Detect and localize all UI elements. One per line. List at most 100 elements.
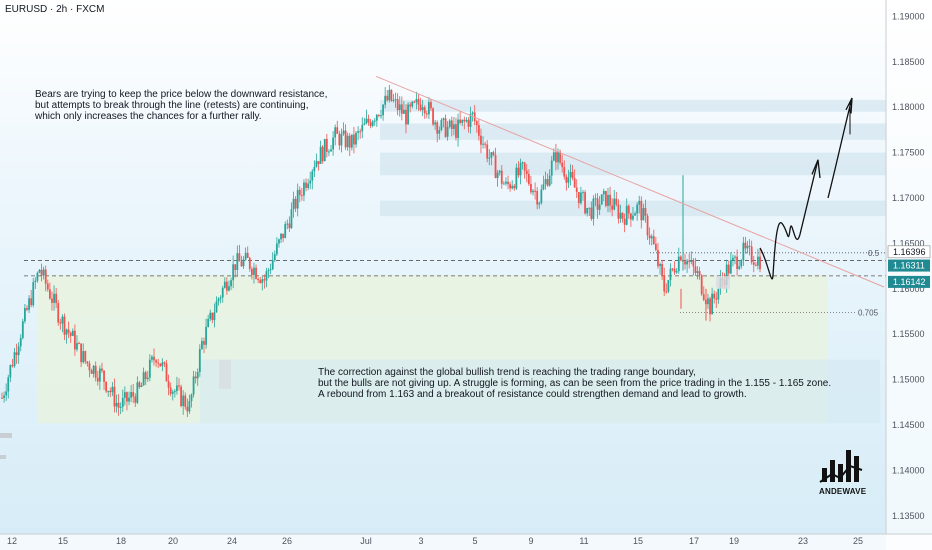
candle-body [296, 189, 299, 209]
candle-body [94, 365, 97, 378]
candle-body [217, 298, 220, 302]
candle-body [398, 104, 401, 111]
candle-body [88, 363, 91, 371]
candle-body [315, 161, 318, 167]
candle-body [434, 122, 437, 125]
time-tick-label: 20 [168, 536, 178, 546]
candle-body [300, 195, 303, 197]
annotation-bottom-line: A rebound from 1.163 and a breakout of r… [318, 389, 747, 400]
candle-body [736, 256, 738, 269]
candle-body [321, 146, 324, 162]
candle-body [188, 401, 191, 412]
candle-body [752, 262, 755, 265]
candle-body [42, 269, 45, 276]
candle-body [338, 133, 341, 146]
candle-body [332, 137, 335, 150]
candle-body [130, 392, 133, 398]
candle-body [90, 370, 93, 374]
candle-body [19, 337, 22, 347]
candle-body [57, 303, 60, 323]
candle-body [654, 243, 657, 251]
time-tick-label: 17 [689, 536, 699, 546]
candle-body [607, 194, 609, 206]
candle-body [178, 385, 180, 387]
candle-body [450, 120, 453, 129]
annotation-top-line: Bears are trying to keep the price below… [35, 89, 328, 100]
candle-body [740, 260, 743, 267]
candle-body [303, 182, 305, 196]
candle-body [367, 118, 370, 123]
candle-body [96, 377, 99, 382]
candle-body [575, 187, 578, 192]
candle-body [496, 172, 499, 179]
candle-body [307, 183, 310, 188]
candle-body [242, 259, 245, 267]
candle-body [409, 104, 412, 107]
candle-body [113, 386, 116, 407]
candle-body [92, 365, 95, 374]
candle-body [713, 293, 716, 299]
candle-body [182, 395, 185, 407]
candle-body [413, 101, 416, 103]
candle-body [34, 280, 37, 283]
candle-body [59, 322, 62, 324]
candle-body [128, 397, 130, 402]
candle-body [173, 391, 176, 393]
candle-body [411, 101, 414, 107]
candle-body [617, 204, 620, 219]
candle-body [700, 275, 703, 295]
price-tick-label: 1.13500 [892, 511, 925, 521]
candle-body [336, 127, 339, 134]
forecast-arrowhead [811, 159, 821, 179]
candle-body [103, 370, 105, 382]
candle-body [248, 257, 251, 269]
candle-body [213, 312, 216, 321]
forecast-arrowhead [845, 97, 853, 114]
candle-body [400, 104, 403, 114]
annotation-top-line: which only increases the chances for a f… [35, 111, 262, 122]
candle-body [184, 395, 187, 407]
candle-body [246, 252, 249, 258]
candle-body [38, 269, 41, 273]
candle-body [696, 271, 699, 273]
candle-body [530, 183, 532, 193]
candle-body [169, 387, 172, 394]
candle-body [375, 114, 378, 121]
time-tick-label: 15 [58, 536, 68, 546]
candle-body [559, 151, 561, 163]
candle-body [284, 224, 287, 239]
candle-body [205, 326, 207, 345]
candle-body [282, 233, 285, 239]
candle-body [509, 184, 512, 189]
candle-body [677, 256, 680, 272]
candle-body [61, 316, 64, 324]
candle-body [171, 391, 174, 394]
candle-body [492, 152, 495, 156]
candle-body [679, 256, 682, 261]
time-tick-label: 26 [282, 536, 292, 546]
candle-body [665, 291, 668, 293]
candle-body [702, 294, 705, 301]
candle-body [186, 406, 189, 412]
candle-body [538, 202, 541, 205]
candle-body [632, 215, 634, 220]
candle-body [63, 316, 66, 335]
candle-body [619, 212, 622, 219]
candle-body [244, 252, 247, 260]
candle-body [7, 377, 10, 392]
candle-body [403, 109, 405, 114]
price-tag [888, 275, 930, 288]
candle-body [663, 275, 666, 292]
candle-body [11, 365, 14, 367]
candle-body [540, 189, 543, 203]
candle-body [480, 135, 482, 145]
candle-body [465, 119, 468, 122]
candle-body [565, 176, 568, 183]
candle-body [350, 134, 353, 148]
candle-body [552, 152, 555, 161]
time-tick-label: 19 [729, 536, 739, 546]
candle-body [544, 179, 547, 185]
candle-body [275, 243, 278, 255]
candle-body [9, 365, 12, 378]
